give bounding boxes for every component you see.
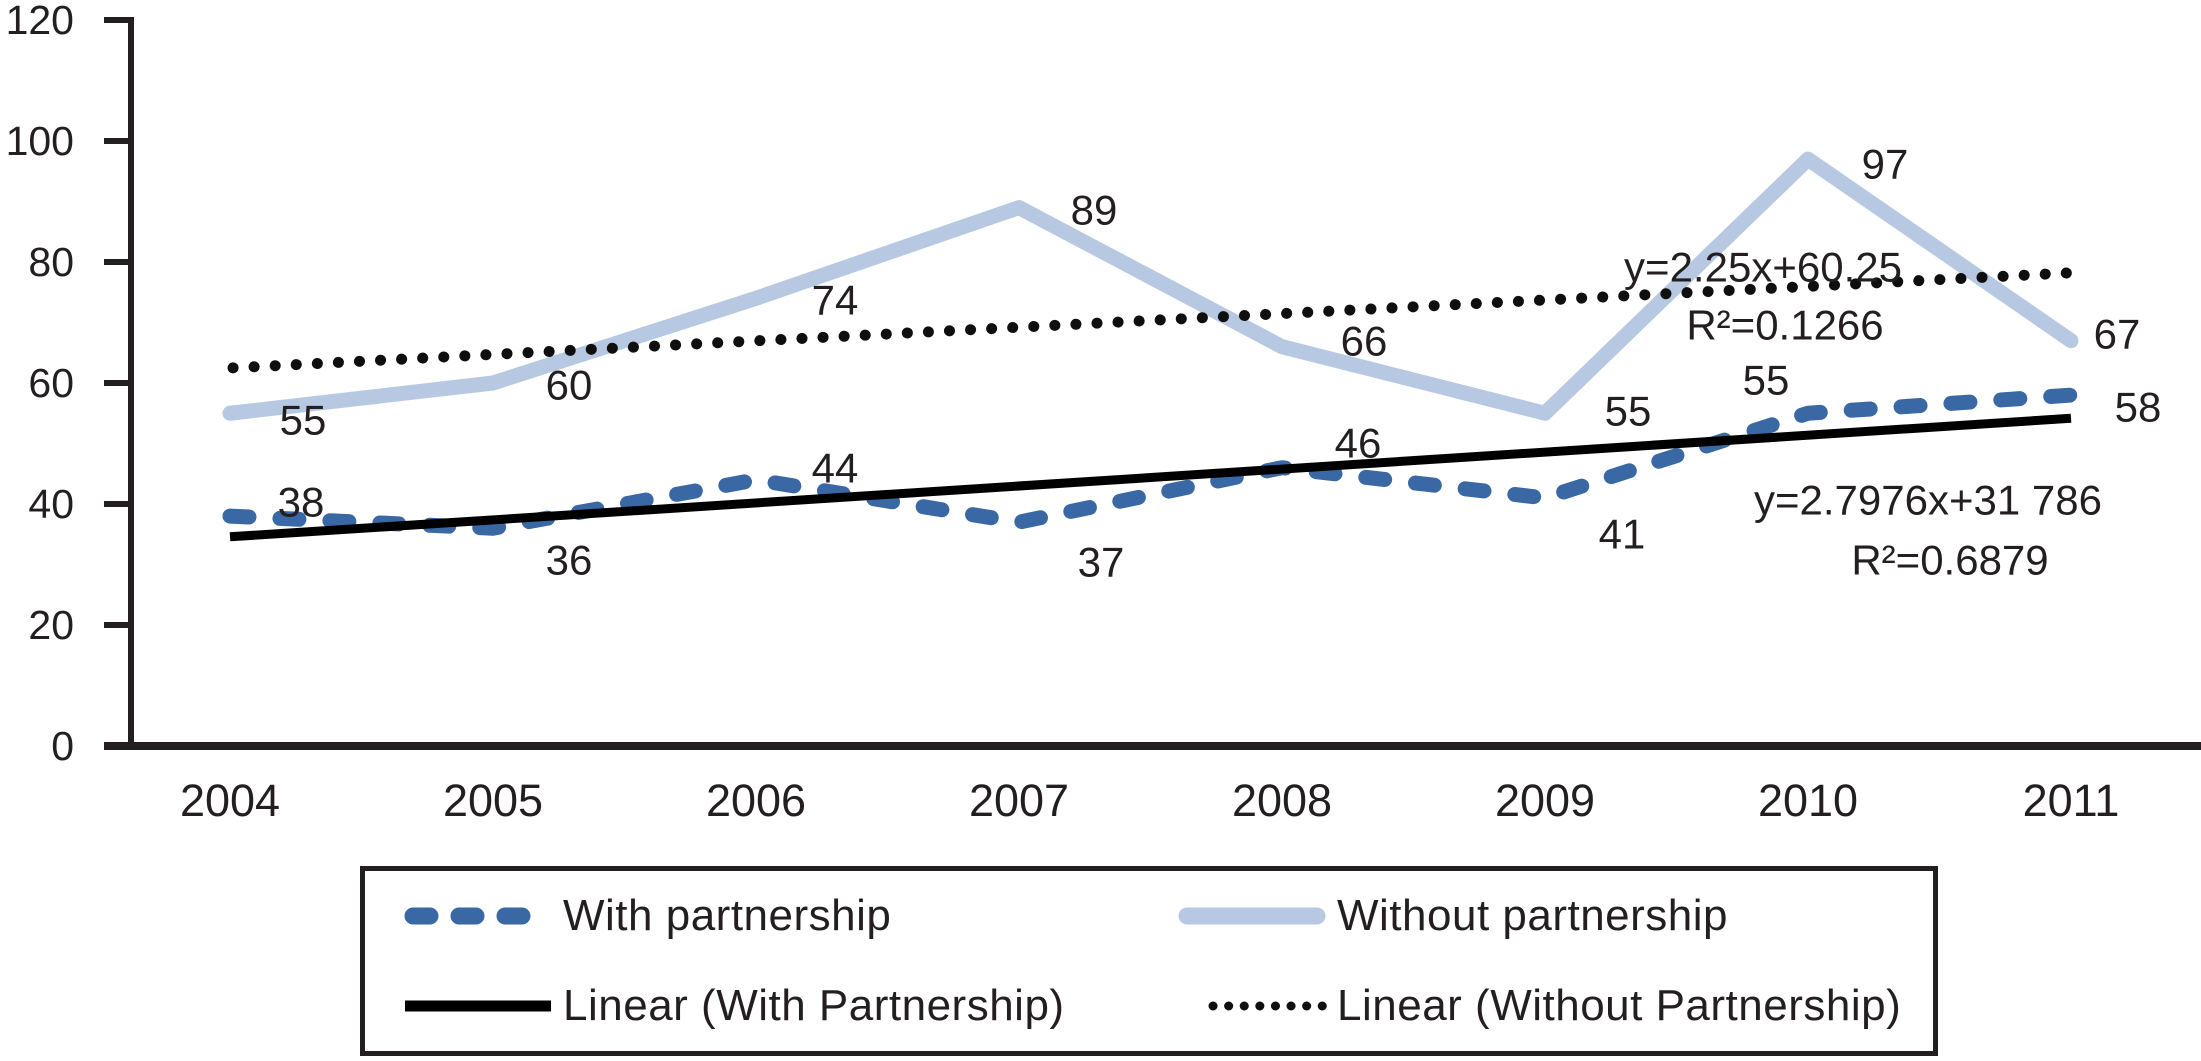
data-label-without-partnership: 55 <box>1605 388 1652 435</box>
data-label-without-partnership: 97 <box>1862 141 1909 188</box>
data-label-without-partnership: 74 <box>812 277 859 324</box>
y-tick-label: 80 <box>28 239 74 285</box>
legend-item-linear-without-partnership: Linear (Without Partnership) <box>1139 981 1933 1031</box>
data-label-without-partnership: 67 <box>2094 311 2141 358</box>
data-label-with-partnership: 46 <box>1335 420 1382 467</box>
equation-without-partnership: y=2.25x+60.25 <box>1624 244 1902 291</box>
r-squared-with-partnership: R²=0.6879 <box>1851 537 2048 584</box>
y-tick-label: 40 <box>28 481 74 527</box>
data-label-with-partnership: 36 <box>546 537 593 584</box>
data-label-with-partnership: 55 <box>1743 357 1790 404</box>
x-tick-label: 2004 <box>180 775 280 826</box>
y-tick-label: 20 <box>28 602 74 648</box>
x-tick-label: 2009 <box>1495 775 1595 826</box>
legend-label-linear-without-partnership: Linear (Without Partnership) <box>1337 981 1902 1030</box>
x-tick-label: 2007 <box>969 775 1069 826</box>
y-tick-label: 100 <box>6 118 74 164</box>
chart-legend: With partnership Without partnership Lin… <box>360 866 1938 1056</box>
legend-item-without-partnership: Without partnership <box>1139 891 1933 941</box>
data-label-with-partnership: 38 <box>278 479 325 526</box>
y-tick-label: 60 <box>28 360 74 406</box>
y-tick-label: 120 <box>6 0 74 43</box>
data-label-without-partnership: 66 <box>1341 318 1388 365</box>
data-label-without-partnership: 89 <box>1071 187 1118 234</box>
x-tick-label: 2011 <box>2023 775 2120 826</box>
without-partnership-solid-line-icon <box>1178 907 1326 925</box>
data-label-with-partnership: 37 <box>1078 539 1125 586</box>
linear-without-partnership-dotted-line-icon <box>1208 1001 1332 1011</box>
linear-with-partnership-line-icon <box>405 1000 551 1012</box>
series-line-without-partnership <box>222 151 2079 421</box>
trendline-without-partnership <box>227 267 2081 374</box>
x-tick-label: 2006 <box>706 775 806 826</box>
trendline-with-partnership <box>229 413 2072 542</box>
data-label-without-partnership: 60 <box>546 362 593 409</box>
x-tick-label: 2005 <box>443 775 543 826</box>
y-tick-label: 0 <box>51 723 74 769</box>
legend-item-with-partnership: With partnership <box>365 891 1139 941</box>
legend-label-with-partnership: With partnership <box>563 891 892 940</box>
data-label-with-partnership: 41 <box>1599 511 1646 558</box>
data-label-without-partnership: 55 <box>280 397 327 444</box>
equation-with-partnership: y=2.7976x+31 786 <box>1754 477 2102 524</box>
data-label-with-partnership: 44 <box>812 445 859 492</box>
data-label-with-partnership: 58 <box>2115 384 2162 431</box>
x-tick-label: 2010 <box>1758 775 1858 826</box>
legend-label-linear-with-partnership: Linear (With Partnership) <box>563 981 1065 1030</box>
legend-label-without-partnership: Without partnership <box>1337 891 1729 940</box>
with-partnership-dashed-line-icon <box>404 907 534 925</box>
x-tick-label: 2008 <box>1232 775 1332 826</box>
r-squared-without-partnership: R²=0.1266 <box>1686 302 1883 349</box>
legend-item-linear-with-partnership: Linear (With Partnership) <box>365 981 1139 1031</box>
